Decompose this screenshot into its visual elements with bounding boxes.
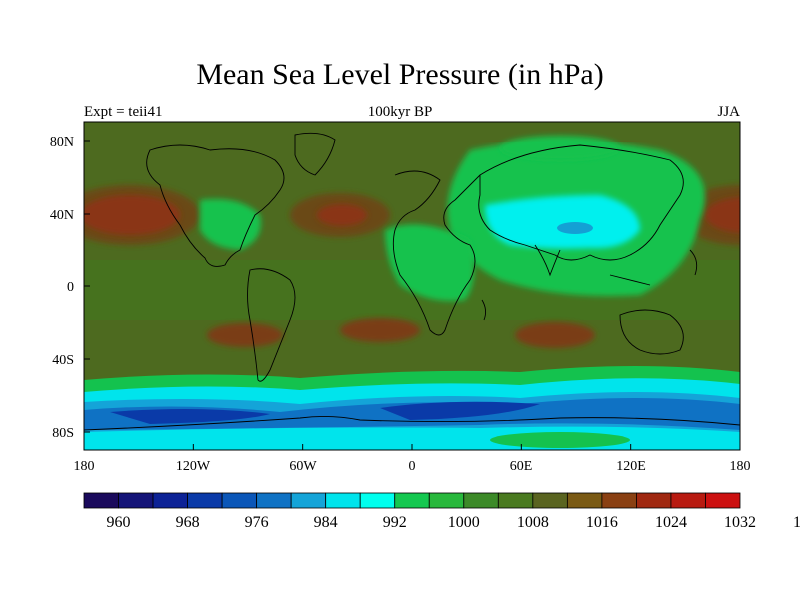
colorbar-swatch [221,492,258,509]
asian-low-core [485,195,640,249]
colorbar-label: 960 [107,514,131,531]
south-atlantic-high [340,318,420,342]
colorbar-label: 1024 [655,514,687,531]
lat-tick-40n: 40N [50,208,74,223]
coast-india [534,244,561,277]
colorbar-swatch [601,492,637,509]
coast-south-america [247,268,296,382]
colorbar-swatch [636,492,672,509]
time-label: 100kyr BP [367,104,433,120]
colorbar-swatch [705,492,741,509]
axis-ticks [83,140,741,450]
colorbar-swatch [394,492,430,509]
colorbar-swatch [290,492,327,509]
colorbar-label: 976 [245,514,269,531]
arctic-low [500,136,620,160]
asian-low-center [557,222,593,234]
lon-tick-120e: 120E [616,459,646,474]
coast-indonesia [609,274,651,286]
pacific-high-east-core [705,197,740,233]
coast-north-america [146,144,285,267]
colorbar-swatch [497,492,534,509]
chart-title: Mean Sea Level Pressure (in hPa) [196,58,604,91]
colorbar-swatch [532,492,568,509]
coast-madagascar [481,299,487,321]
lon-tick-60e: 60E [510,459,533,474]
colorbar-label: 968 [176,514,200,531]
indian-ocean-high [515,322,595,348]
coast-antarctica [84,415,740,431]
lon-tick-0: 0 [409,459,416,474]
lon-tick-180e: 180 [730,459,751,474]
lat-tick-80n: 80N [50,135,74,150]
coast-greenland [294,132,336,176]
lon-tick-60w: 60W [289,459,317,474]
colorbar-swatch [359,492,396,509]
coast-europe-africa [392,170,481,336]
southern-ocean-low-core-1 [110,408,270,424]
lon-tick-180w: 180 [74,459,95,474]
colorbar-label: 1000 [448,514,480,531]
colorbar-swatch [187,492,223,509]
colorbar-labels: 960 968 976 984 992 1000 1008 1016 1024 1032 1040 [107,514,800,531]
colorbar-swatch [118,492,154,509]
atlantic-high-core [317,204,367,226]
lat-tick-0: 0 [67,280,74,295]
lon-tick-120w: 120W [176,459,211,474]
coast-asia [478,144,684,261]
season-label: JJA [717,104,740,120]
colorbar-label: 1032 [724,514,756,531]
pacific-high-core [84,195,180,235]
colorbar-label: 992 [383,514,407,531]
southern-ocean-low-core-2 [380,401,540,420]
colorbar-swatch [256,492,292,509]
colorbar-swatch [670,492,706,509]
south-pacific-high [207,323,283,347]
colorbar-swatch [463,492,499,509]
colorbar-swatch [566,492,603,509]
colorbar-label: 1040 [793,514,800,531]
lat-tick-40s: 40S [52,353,74,368]
north-america-low [200,199,261,250]
antarctic-plateau-high [490,432,630,448]
coast-australia [619,309,684,355]
colorbar-swatch [428,492,465,509]
colorbar-swatch [83,492,119,509]
arctic-field [84,122,740,142]
colorbar-label: 984 [314,514,338,531]
colorbar-label: 1008 [517,514,549,531]
colorbar-swatch [152,492,188,509]
experiment-label: Expt = teii41 [84,104,163,120]
african-low [385,224,474,301]
coast-islands-east [689,249,698,276]
colorbar-swatch [325,492,361,509]
lat-tick-80s: 80S [52,426,74,441]
coastlines [84,132,740,431]
colorbar-label: 1016 [586,514,618,531]
colorbar [83,492,741,509]
pressure-field [84,122,740,450]
